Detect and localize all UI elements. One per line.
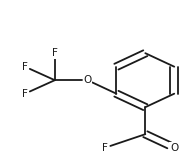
Text: O: O <box>83 75 92 85</box>
Text: O: O <box>170 143 178 153</box>
Text: F: F <box>52 48 58 58</box>
Text: F: F <box>22 89 28 99</box>
Text: F: F <box>102 143 108 153</box>
Text: F: F <box>22 62 28 72</box>
